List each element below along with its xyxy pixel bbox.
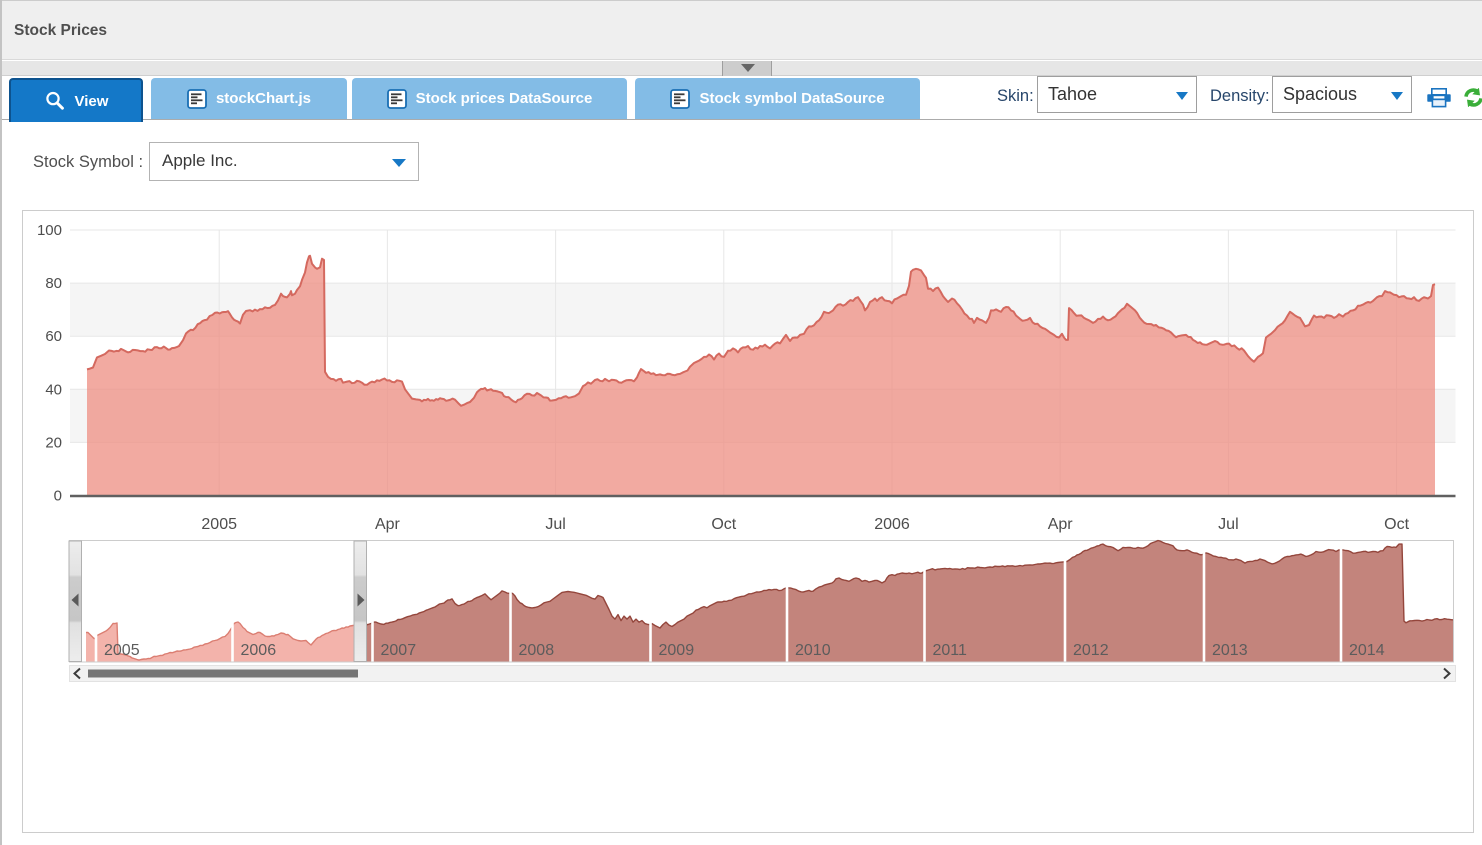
svg-text:2006: 2006: [874, 516, 910, 533]
svg-text:Apr: Apr: [1048, 516, 1074, 533]
svg-text:2010: 2010: [795, 642, 831, 659]
svg-text:0: 0: [54, 488, 62, 505]
svg-text:Oct: Oct: [1384, 516, 1409, 533]
svg-text:Jul: Jul: [1218, 516, 1238, 533]
svg-text:100: 100: [37, 222, 62, 239]
svg-text:2008: 2008: [519, 642, 555, 659]
svg-text:2009: 2009: [659, 642, 695, 659]
svg-text:Jul: Jul: [545, 516, 565, 533]
svg-text:2012: 2012: [1073, 642, 1109, 659]
svg-text:40: 40: [45, 381, 62, 398]
svg-text:80: 80: [45, 275, 62, 292]
svg-text:2005: 2005: [201, 516, 237, 533]
svg-text:60: 60: [45, 328, 62, 345]
svg-text:2006: 2006: [241, 642, 277, 659]
svg-text:2007: 2007: [381, 642, 417, 659]
svg-text:Oct: Oct: [711, 516, 736, 533]
svg-text:20: 20: [45, 434, 62, 451]
svg-text:2013: 2013: [1212, 642, 1248, 659]
svg-text:2014: 2014: [1349, 642, 1385, 659]
svg-text:2005: 2005: [104, 642, 140, 659]
svg-text:2011: 2011: [933, 642, 968, 659]
svg-text:Apr: Apr: [375, 516, 401, 533]
